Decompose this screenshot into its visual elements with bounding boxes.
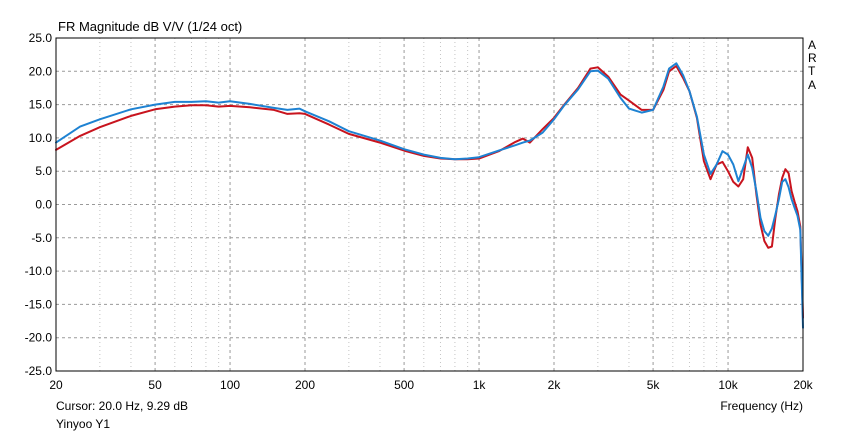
x-tick-labels: 20 50 100 200 500 1k 2k 5k 10k 20k bbox=[49, 378, 813, 392]
series-layer bbox=[55, 62, 804, 329]
plot-frame bbox=[55, 37, 804, 372]
x-axis-label: Frequency (Hz) bbox=[720, 399, 803, 413]
y-tick-label: 25.0 bbox=[29, 31, 53, 45]
series-line-blue bbox=[55, 62, 804, 329]
side-label-letter: R bbox=[808, 51, 817, 65]
y-tick-label: -20.0 bbox=[25, 331, 53, 345]
x-tick-label: 20 bbox=[49, 378, 63, 392]
x-tick-label: 50 bbox=[148, 378, 162, 392]
y-tick-label: -5.0 bbox=[31, 231, 52, 245]
x-tick-label: 10k bbox=[718, 378, 738, 392]
side-label-letter: A bbox=[808, 38, 816, 52]
y-tick-labels: 25.0 20.0 15.0 10.0 5.0 0.0 -5.0 -10.0 -15.0 -20.… bbox=[25, 31, 53, 378]
y-tick-label: 0.0 bbox=[35, 198, 52, 212]
y-tick-label: -10.0 bbox=[25, 264, 53, 278]
side-label-letter: A bbox=[808, 78, 816, 92]
x-tick-label: 5k bbox=[647, 378, 661, 392]
series-line-red bbox=[55, 65, 804, 319]
y-tick-label: -15.0 bbox=[25, 297, 53, 311]
cursor-readout: Cursor: 20.0 Hz, 9.29 dB bbox=[56, 399, 188, 413]
x-tick-label: 100 bbox=[220, 378, 240, 392]
x-tick-label: 2k bbox=[548, 378, 562, 392]
y-tick-label: 15.0 bbox=[29, 98, 53, 112]
x-tick-label: 1k bbox=[473, 378, 487, 392]
grid-major-lines bbox=[56, 38, 803, 371]
arta-side-label: A R T A bbox=[808, 38, 817, 92]
chart-title: FR Magnitude dB V/V (1/24 oct) bbox=[58, 19, 242, 34]
y-tick-label: 10.0 bbox=[29, 131, 53, 145]
x-tick-label: 500 bbox=[394, 378, 414, 392]
x-tick-label: 200 bbox=[295, 378, 315, 392]
x-tick-label: 20k bbox=[793, 378, 813, 392]
chart-caption: Yinyoo Y1 bbox=[56, 417, 110, 431]
y-tick-label: -25.0 bbox=[25, 364, 53, 378]
y-tick-label: 20.0 bbox=[29, 64, 53, 78]
y-tick-label: 5.0 bbox=[35, 164, 52, 178]
side-label-letter: T bbox=[808, 64, 816, 78]
